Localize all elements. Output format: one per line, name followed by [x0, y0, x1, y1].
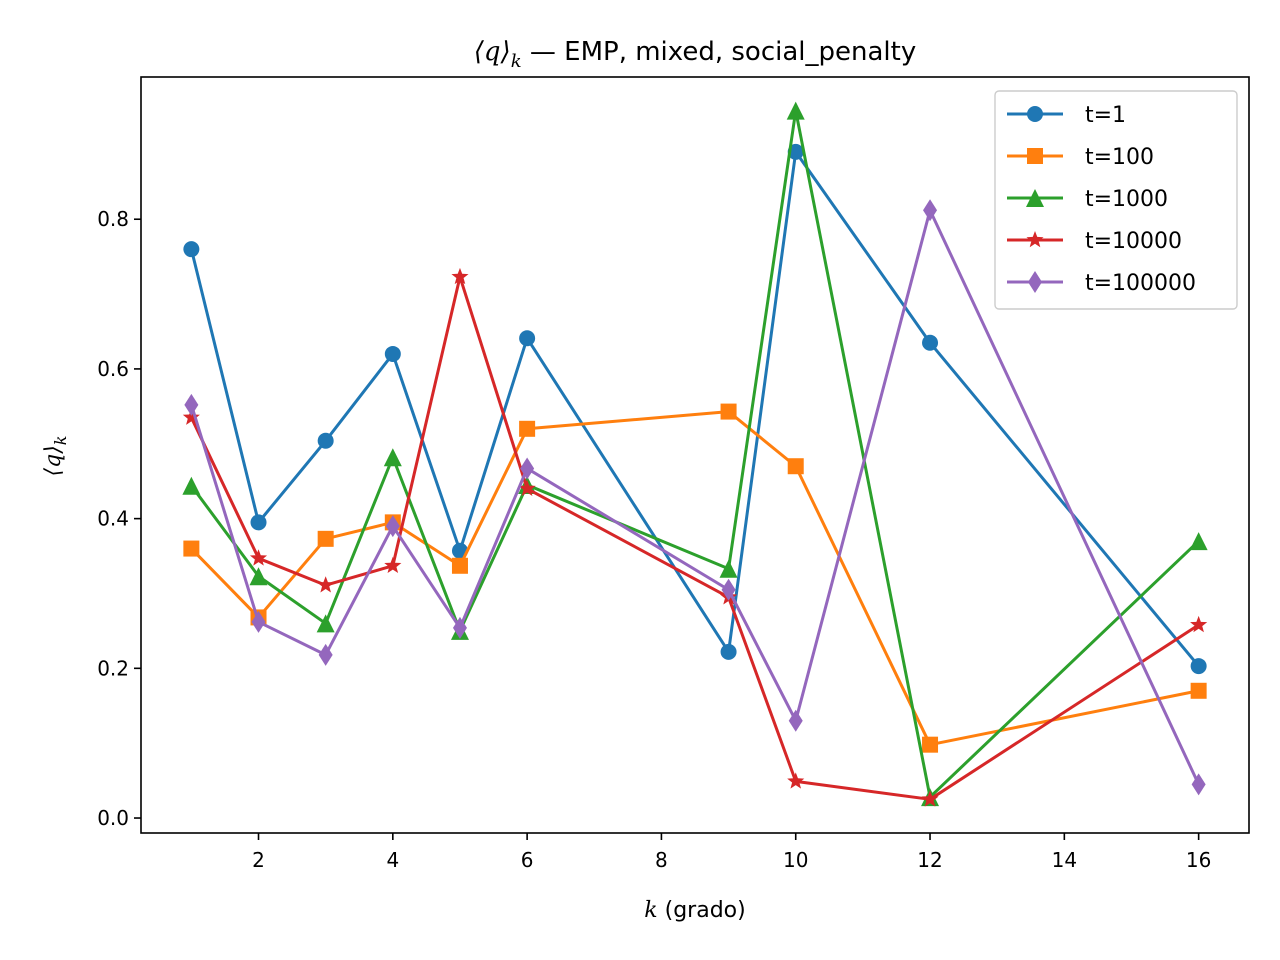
legend-marker [1026, 231, 1044, 248]
x-tick-label: 16 [1186, 848, 1211, 872]
data-point [318, 643, 333, 666]
data-point [384, 556, 402, 574]
data-point [1190, 615, 1208, 633]
y-tick-label: 0.0 [97, 806, 129, 830]
data-point [452, 616, 467, 639]
x-tick-label: 6 [521, 848, 534, 872]
series-line-1 [190, 410, 1199, 747]
data-point [519, 330, 536, 347]
data-point [1189, 532, 1208, 551]
x-axis-label: k (grado) [644, 898, 745, 923]
chart-title: ⟨q⟩k — EMP, mixed, social_penalty [474, 37, 916, 72]
data-point [451, 267, 469, 285]
legend-label: t=1000 [1085, 187, 1168, 212]
data-point [720, 643, 737, 660]
data-point [787, 772, 805, 789]
series-line-4 [189, 208, 1200, 785]
data-point [518, 479, 536, 496]
plot-area: 2 4 6 8 10 12 14 16 0.0 0.2 0.4 0.6 0.8 [97, 76, 1250, 872]
data-point [519, 420, 536, 437]
data-point [922, 334, 939, 351]
legend-label: t=1 [1085, 103, 1126, 128]
data-point [786, 101, 805, 120]
data-point [721, 578, 736, 601]
data-point [184, 393, 199, 416]
data-point [520, 457, 535, 480]
data-point [787, 458, 804, 475]
y-tick-label: 0.8 [97, 207, 129, 231]
data-point [922, 736, 939, 753]
x-tick-label: 12 [917, 848, 942, 872]
series-line-0 [189, 150, 1200, 668]
data-point [384, 345, 401, 362]
y-tick-label: 0.6 [97, 357, 129, 381]
axes-frame [140, 76, 1250, 834]
data-point [183, 540, 200, 557]
data-point [249, 549, 268, 566]
data-point [249, 567, 268, 586]
data-point [383, 448, 402, 467]
x-tick-label: 10 [783, 848, 808, 872]
legend: t=1 t=100 t=1000 t=10000 t=100000 [994, 90, 1238, 310]
y-axis-label: ⟨q⟩k [41, 436, 70, 477]
data-point [251, 610, 266, 633]
data-point [317, 432, 334, 449]
x-tick-label: 14 [1052, 848, 1077, 872]
data-point [316, 614, 335, 633]
data-point [250, 514, 267, 531]
data-point [317, 576, 335, 593]
data-point [385, 515, 400, 538]
data-point [923, 199, 938, 222]
y-tick-label: 0.2 [97, 656, 129, 680]
data-point [1190, 658, 1207, 675]
legend-label: t=10000 [1085, 229, 1182, 254]
x-tick-label: 8 [655, 848, 668, 872]
series-line-3 [190, 275, 1200, 801]
data-point [317, 530, 334, 547]
series-line-2 [190, 109, 1200, 799]
legend-box [994, 90, 1238, 310]
data-point [451, 557, 468, 574]
data-point [1191, 773, 1206, 796]
data-point [1190, 682, 1207, 699]
data-point [720, 403, 737, 420]
legend-marker [1027, 148, 1043, 164]
y-tick-label: 0.4 [97, 507, 129, 531]
legend-label: t=100000 [1085, 271, 1196, 296]
data-point [788, 709, 803, 732]
data-point [921, 790, 939, 807]
data-point [719, 559, 738, 578]
legend-marker [1028, 271, 1042, 293]
x-tick-label: 4 [386, 848, 399, 872]
data-point [182, 476, 201, 495]
data-point [183, 241, 200, 258]
legend-label: t=100 [1085, 145, 1154, 170]
x-tick-label: 2 [252, 848, 265, 872]
legend-marker [1026, 189, 1044, 207]
legend-marker [1027, 106, 1043, 122]
data-point [182, 408, 200, 425]
